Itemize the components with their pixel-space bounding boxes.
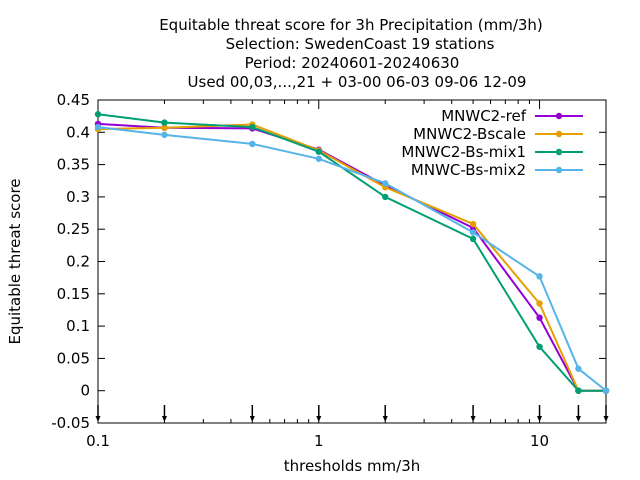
legend-label: MNWC2-Bscale — [413, 125, 526, 143]
legend-label: MNWC2-Bs-mix1 — [401, 143, 526, 161]
data-point — [602, 387, 610, 394]
data-point — [382, 193, 389, 201]
data-point — [575, 387, 582, 394]
data-point — [161, 124, 168, 131]
data-point — [161, 131, 168, 139]
data-point — [94, 111, 102, 118]
data-point — [161, 119, 168, 126]
y-tick-label: 0.45 — [57, 91, 90, 109]
data-point — [536, 273, 543, 280]
y-tick-label: 0.25 — [57, 220, 90, 238]
threshold-marker-arrow — [382, 416, 388, 422]
y-tick-label: 0.4 — [66, 123, 90, 141]
threshold-marker-arrow — [95, 416, 101, 422]
y-axis-label: Equitable threat score — [6, 178, 24, 344]
y-tick-label: -0.05 — [51, 414, 90, 432]
data-point — [315, 148, 322, 155]
chart-title-line: Equitable threat score for 3h Precipitat… — [159, 16, 543, 34]
threshold-marker-arrow — [316, 416, 322, 422]
y-tick-label: 0 — [80, 382, 90, 400]
x-axis-label: thresholds mm/3h — [284, 457, 421, 475]
data-point — [469, 229, 477, 236]
y-tick-label: 0.1 — [66, 317, 90, 335]
x-tick-label: 1 — [314, 432, 324, 450]
x-tick-label: 10 — [530, 432, 549, 450]
y-tick-label: 0.35 — [57, 156, 90, 174]
chart-title: Equitable threat score for 3h Precipitat… — [159, 16, 543, 91]
legend-swatch-point — [555, 148, 563, 156]
threshold-marker-arrow — [249, 416, 255, 422]
legend-swatch-point — [555, 130, 563, 138]
threshold-marker-arrow — [575, 416, 581, 422]
chart-title-line: Period: 20240601-20240630 — [245, 54, 460, 72]
data-point — [382, 180, 389, 187]
data-point — [536, 300, 543, 307]
threshold-marker-arrow — [537, 416, 543, 422]
plot-frame — [97, 99, 607, 424]
data-point — [315, 155, 322, 162]
data-point — [536, 314, 543, 321]
chart-title-line: Selection: SwedenCoast 19 stations — [226, 35, 495, 53]
threshold-markers — [95, 405, 609, 422]
axis-ticks: -0.05 0 0.05 0.1 0.15 0.2 0.25 0.3 0.35 0.4 0.45 0.… — [51, 91, 606, 450]
series-line-1 — [97, 123, 606, 392]
series-line-2 — [97, 113, 606, 392]
series-lines — [94, 111, 610, 394]
legend-label: MNWC2-ref — [441, 107, 526, 125]
legend: MNWC2-refMNWC2-BscaleMNWC2-Bs-mix1MNWC-B… — [401, 107, 583, 179]
threshold-marker-arrow — [161, 416, 167, 422]
chart-title-line: Used 00,03,...,21 + 03-00 06-03 09-06 12… — [188, 73, 527, 91]
data-point — [249, 140, 256, 148]
y-tick-label: 0.3 — [66, 188, 90, 206]
threshold-marker-arrow — [603, 416, 609, 422]
y-tick-label: 0.05 — [57, 349, 90, 367]
data-point — [575, 365, 582, 372]
series-line-0 — [97, 122, 606, 392]
legend-label: MNWC-Bs-mix2 — [411, 161, 526, 179]
data-point — [536, 343, 543, 350]
legend-swatch-point — [555, 112, 563, 120]
x-tick-label: 0.1 — [86, 432, 110, 450]
y-tick-label: 0.15 — [57, 285, 90, 303]
data-point — [469, 220, 477, 228]
data-point — [94, 123, 102, 131]
y-tick-label: 0.2 — [66, 253, 90, 271]
data-point — [249, 123, 256, 131]
legend-swatch-point — [555, 166, 563, 174]
threshold-marker-arrow — [470, 416, 476, 422]
data-point — [469, 235, 477, 243]
